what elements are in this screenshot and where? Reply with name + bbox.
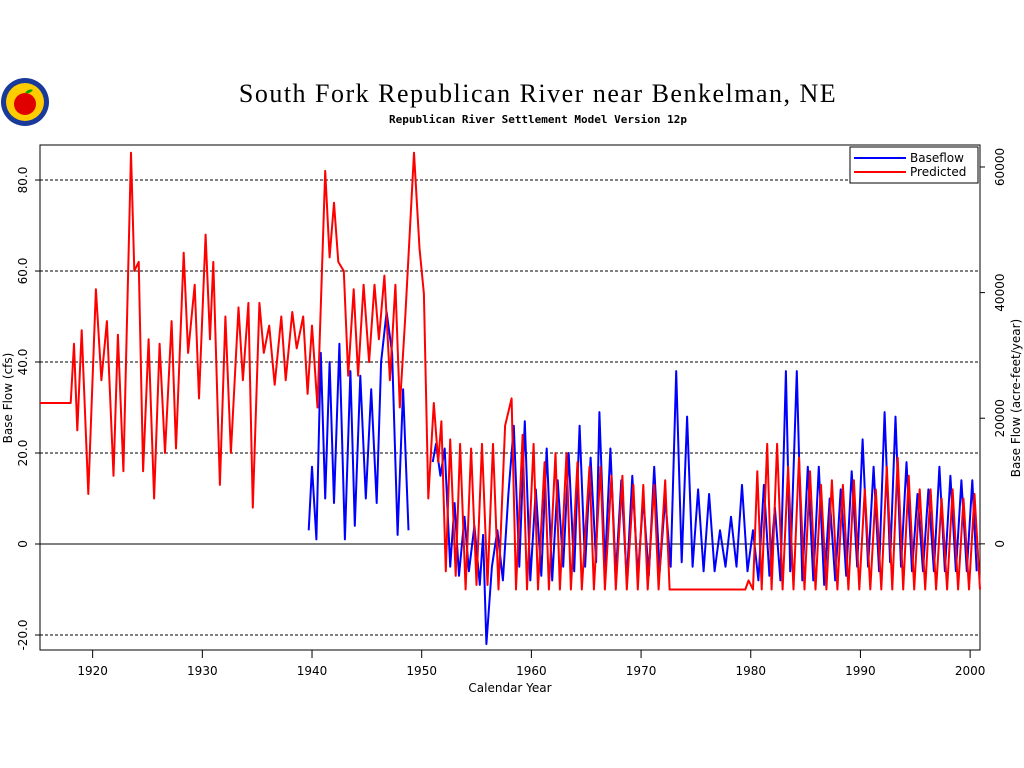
chart-subtitle: Republican River Settlement Model Versio… bbox=[389, 113, 687, 126]
y-tick-label: 60.0 bbox=[16, 258, 30, 285]
logo bbox=[1, 78, 49, 126]
data-line bbox=[40, 151, 981, 591]
legend-label: Baseflow bbox=[910, 151, 964, 165]
x-tick-label: 1970 bbox=[626, 664, 657, 678]
x-tick-label: 1920 bbox=[77, 664, 108, 678]
legend-box bbox=[849, 146, 979, 184]
x-tick-label: 1960 bbox=[516, 664, 547, 678]
y2-tick-label: 20000 bbox=[993, 399, 1007, 437]
y2-tick-label: 0 bbox=[993, 540, 1007, 548]
x-tick-label: 1930 bbox=[187, 664, 218, 678]
x-tick-label: 2000 bbox=[955, 664, 986, 678]
y-tick-label: 20.0 bbox=[16, 440, 30, 467]
legend-label: Predicted bbox=[910, 165, 966, 179]
data-line bbox=[307, 311, 978, 646]
x-axis-label: Calendar Year bbox=[468, 681, 551, 695]
x-tick-label: 1990 bbox=[845, 664, 876, 678]
y-tick-label: 40.0 bbox=[16, 349, 30, 376]
x-tick-label: 1940 bbox=[297, 664, 328, 678]
y-tick-label: 0 bbox=[16, 540, 30, 548]
y2-tick-label: 40000 bbox=[993, 274, 1007, 312]
x-tick-label: 1950 bbox=[406, 664, 437, 678]
y-tick-label: 80.0 bbox=[16, 167, 30, 194]
x-tick-label: 1980 bbox=[735, 664, 766, 678]
y-tick-label: -20.0 bbox=[16, 619, 30, 650]
y2-axis-label: Base Flow (acre-feet/year) bbox=[1009, 319, 1023, 477]
chart-title: South Fork Republican River near Benkelm… bbox=[239, 79, 837, 108]
y2-tick-label: 60000 bbox=[993, 148, 1007, 186]
y-axis-label: Base Flow (cfs) bbox=[1, 353, 15, 444]
plot-frame bbox=[39, 144, 981, 651]
